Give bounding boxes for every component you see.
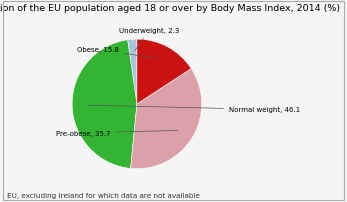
Wedge shape [72,41,137,168]
Text: Normal weight, 46.1: Normal weight, 46.1 [88,106,300,113]
Text: EU, excluding Ireland for which data are not available: EU, excluding Ireland for which data are… [7,192,200,198]
Wedge shape [128,40,137,104]
Title: Distribution of the EU population aged 18 or over by Body Mass Index, 2014 (%): Distribution of the EU population aged 1… [0,4,340,13]
Wedge shape [137,40,191,104]
Text: Pre-obese, 35.7: Pre-obese, 35.7 [57,130,178,136]
Text: Underweight, 2.3: Underweight, 2.3 [119,28,179,51]
Text: Obese, 15.8: Obese, 15.8 [77,47,159,59]
Wedge shape [130,69,202,169]
